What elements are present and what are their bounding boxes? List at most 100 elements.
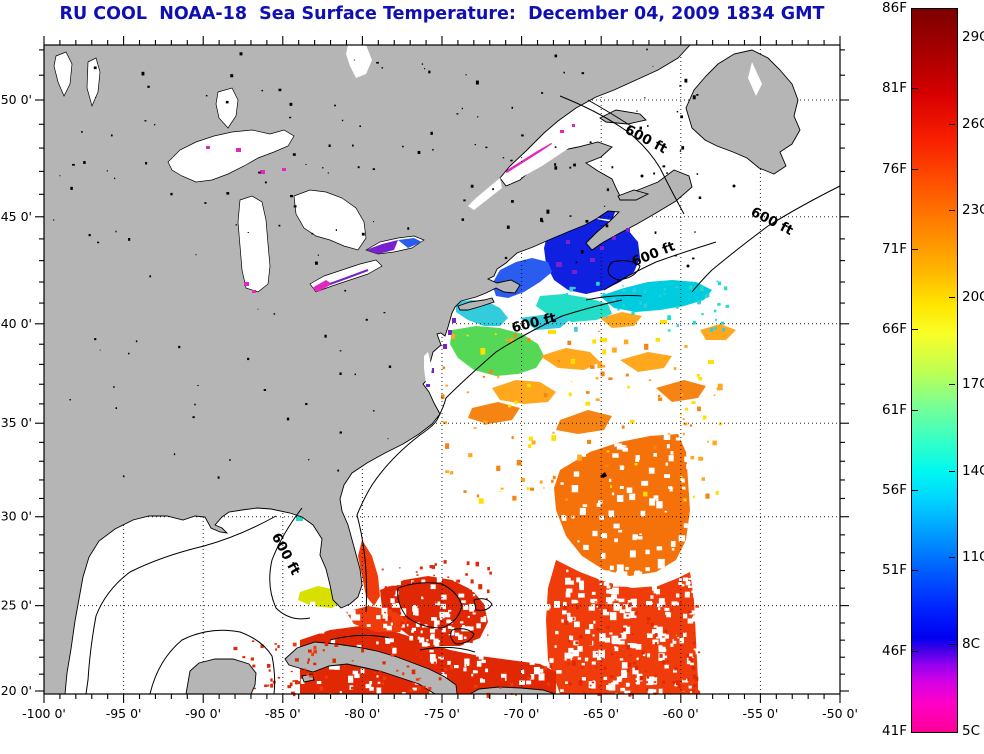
speckle — [322, 649, 325, 652]
speckle — [561, 514, 566, 520]
colorbar-fahrenheit-label: 61F — [882, 401, 907, 418]
speckle — [197, 384, 199, 386]
speckle — [463, 667, 467, 672]
lake-winnipegosis — [86, 57, 101, 108]
speckle — [469, 585, 475, 590]
speckle — [426, 560, 433, 566]
speckle — [381, 682, 385, 686]
speckle — [665, 462, 669, 466]
speckle — [626, 668, 630, 673]
speckle — [614, 668, 618, 672]
speckle — [433, 574, 435, 577]
speckle — [397, 580, 401, 586]
speckle — [695, 690, 700, 695]
speckle — [698, 196, 702, 200]
speckle — [451, 333, 456, 339]
speckle — [445, 384, 449, 387]
speckle — [420, 585, 424, 588]
speckle — [311, 232, 314, 235]
speckle — [478, 498, 484, 504]
speckle — [429, 565, 434, 569]
speckle — [487, 638, 491, 642]
speckle — [419, 637, 425, 643]
bathymetry-contours — [85, 95, 841, 695]
speckle — [692, 616, 696, 622]
speckle — [456, 579, 461, 583]
speckle — [429, 649, 434, 653]
speckle — [465, 573, 468, 576]
speckle — [396, 669, 399, 672]
speckle — [513, 333, 517, 338]
magdalen-islands — [640, 174, 644, 178]
speckle — [569, 685, 573, 690]
speckle — [512, 634, 519, 639]
speckle — [194, 403, 196, 406]
speckle — [653, 681, 657, 683]
speckle — [434, 563, 437, 566]
speckle — [599, 515, 605, 520]
speckle — [348, 675, 354, 683]
speckle — [612, 587, 619, 595]
speckle — [494, 333, 497, 336]
speckle — [629, 550, 636, 558]
speckle — [641, 651, 645, 655]
speckle — [571, 599, 577, 604]
speckle — [431, 617, 437, 621]
speckle — [687, 581, 691, 585]
speckle — [679, 150, 682, 152]
speckle — [366, 624, 371, 627]
speckle — [289, 102, 293, 106]
speckle — [696, 173, 699, 175]
speckle — [565, 544, 571, 552]
speckle — [604, 680, 609, 685]
speckle — [217, 476, 220, 479]
speckle — [638, 571, 643, 577]
speckle — [679, 578, 682, 582]
speckle — [273, 313, 276, 315]
speckle — [565, 591, 571, 598]
speckle — [486, 634, 489, 636]
speckle — [302, 627, 306, 631]
speckle — [596, 281, 600, 286]
speckle — [300, 678, 305, 684]
speckle — [527, 613, 530, 616]
speckle — [115, 230, 117, 233]
speckle — [654, 231, 657, 234]
speckle — [509, 650, 516, 657]
speckle — [570, 580, 574, 585]
speckle — [489, 622, 494, 628]
speckle — [603, 668, 607, 671]
speckle — [242, 656, 246, 659]
speckle — [416, 574, 419, 576]
speckle — [225, 100, 229, 104]
speckle — [463, 604, 469, 610]
speckle — [122, 475, 125, 478]
speckle — [416, 594, 419, 597]
speckle — [270, 683, 274, 688]
speckle — [458, 634, 463, 640]
speckle — [568, 436, 575, 442]
speckle — [627, 625, 630, 627]
speckle — [506, 640, 513, 645]
speckle — [313, 662, 317, 666]
speckle — [290, 670, 293, 673]
speckle — [135, 340, 138, 343]
speckle — [474, 144, 476, 146]
speckle — [681, 146, 685, 150]
speckle — [709, 327, 714, 333]
speckle — [610, 675, 614, 678]
speckle — [417, 685, 421, 691]
speckle — [616, 495, 624, 502]
speckle — [664, 607, 670, 611]
speckle — [606, 683, 611, 690]
speckle — [420, 630, 423, 634]
speckle — [475, 666, 479, 671]
speckle — [670, 643, 674, 647]
speckle — [519, 654, 523, 656]
speckle — [697, 600, 701, 603]
speckle — [94, 338, 97, 341]
speckle — [475, 561, 480, 567]
speckle — [267, 663, 271, 668]
speckle — [392, 609, 395, 612]
